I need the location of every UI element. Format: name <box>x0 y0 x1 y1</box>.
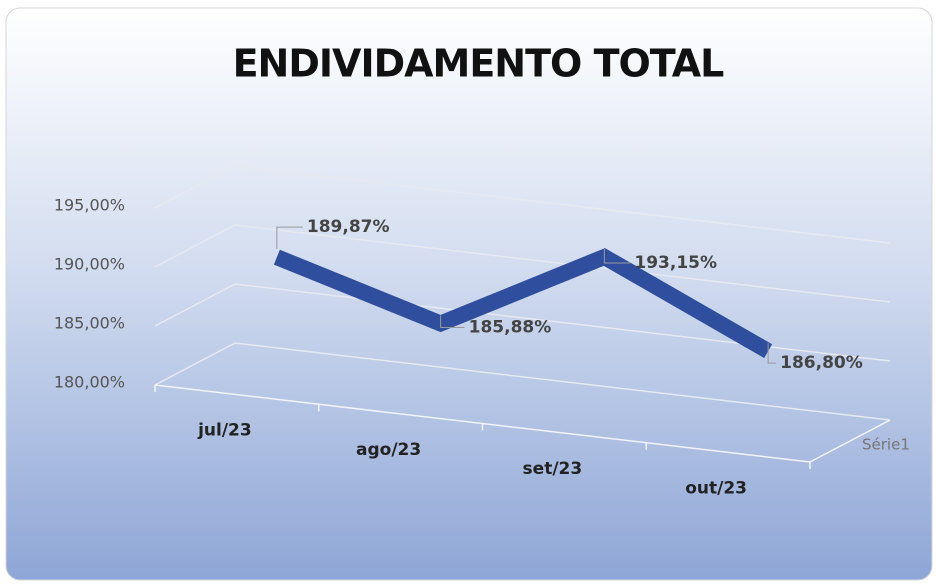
grid-line <box>154 283 891 362</box>
leader-line <box>440 315 465 328</box>
data-label: 189,87% <box>307 217 390 237</box>
x-tick-label: ago/23 <box>356 440 421 460</box>
leader-line <box>276 226 303 250</box>
grid-line <box>154 165 891 244</box>
grid-line <box>154 342 891 421</box>
series-label: Série1 <box>862 436 910 454</box>
grid-line <box>154 224 891 303</box>
y-tick-label: 180,00% <box>54 373 125 392</box>
y-tick-label: 185,00% <box>54 314 125 333</box>
line-ribbon <box>273 248 773 359</box>
x-tick-label: out/23 <box>685 478 747 498</box>
data-label: 186,80% <box>780 353 863 373</box>
y-tick-label: 195,00% <box>54 196 125 215</box>
x-tick-label: set/23 <box>523 459 583 479</box>
floor-side-edge <box>809 419 891 463</box>
chart-area <box>5 7 933 581</box>
y-tick-label: 190,00% <box>54 255 125 274</box>
x-tick-label: jul/23 <box>197 421 252 441</box>
leader-line <box>767 343 777 364</box>
chart-title: ENDIVIDAMENTO TOTAL <box>233 42 725 86</box>
data-label: 185,88% <box>469 317 552 337</box>
leader-line <box>603 248 631 264</box>
data-label: 193,15% <box>634 253 717 273</box>
